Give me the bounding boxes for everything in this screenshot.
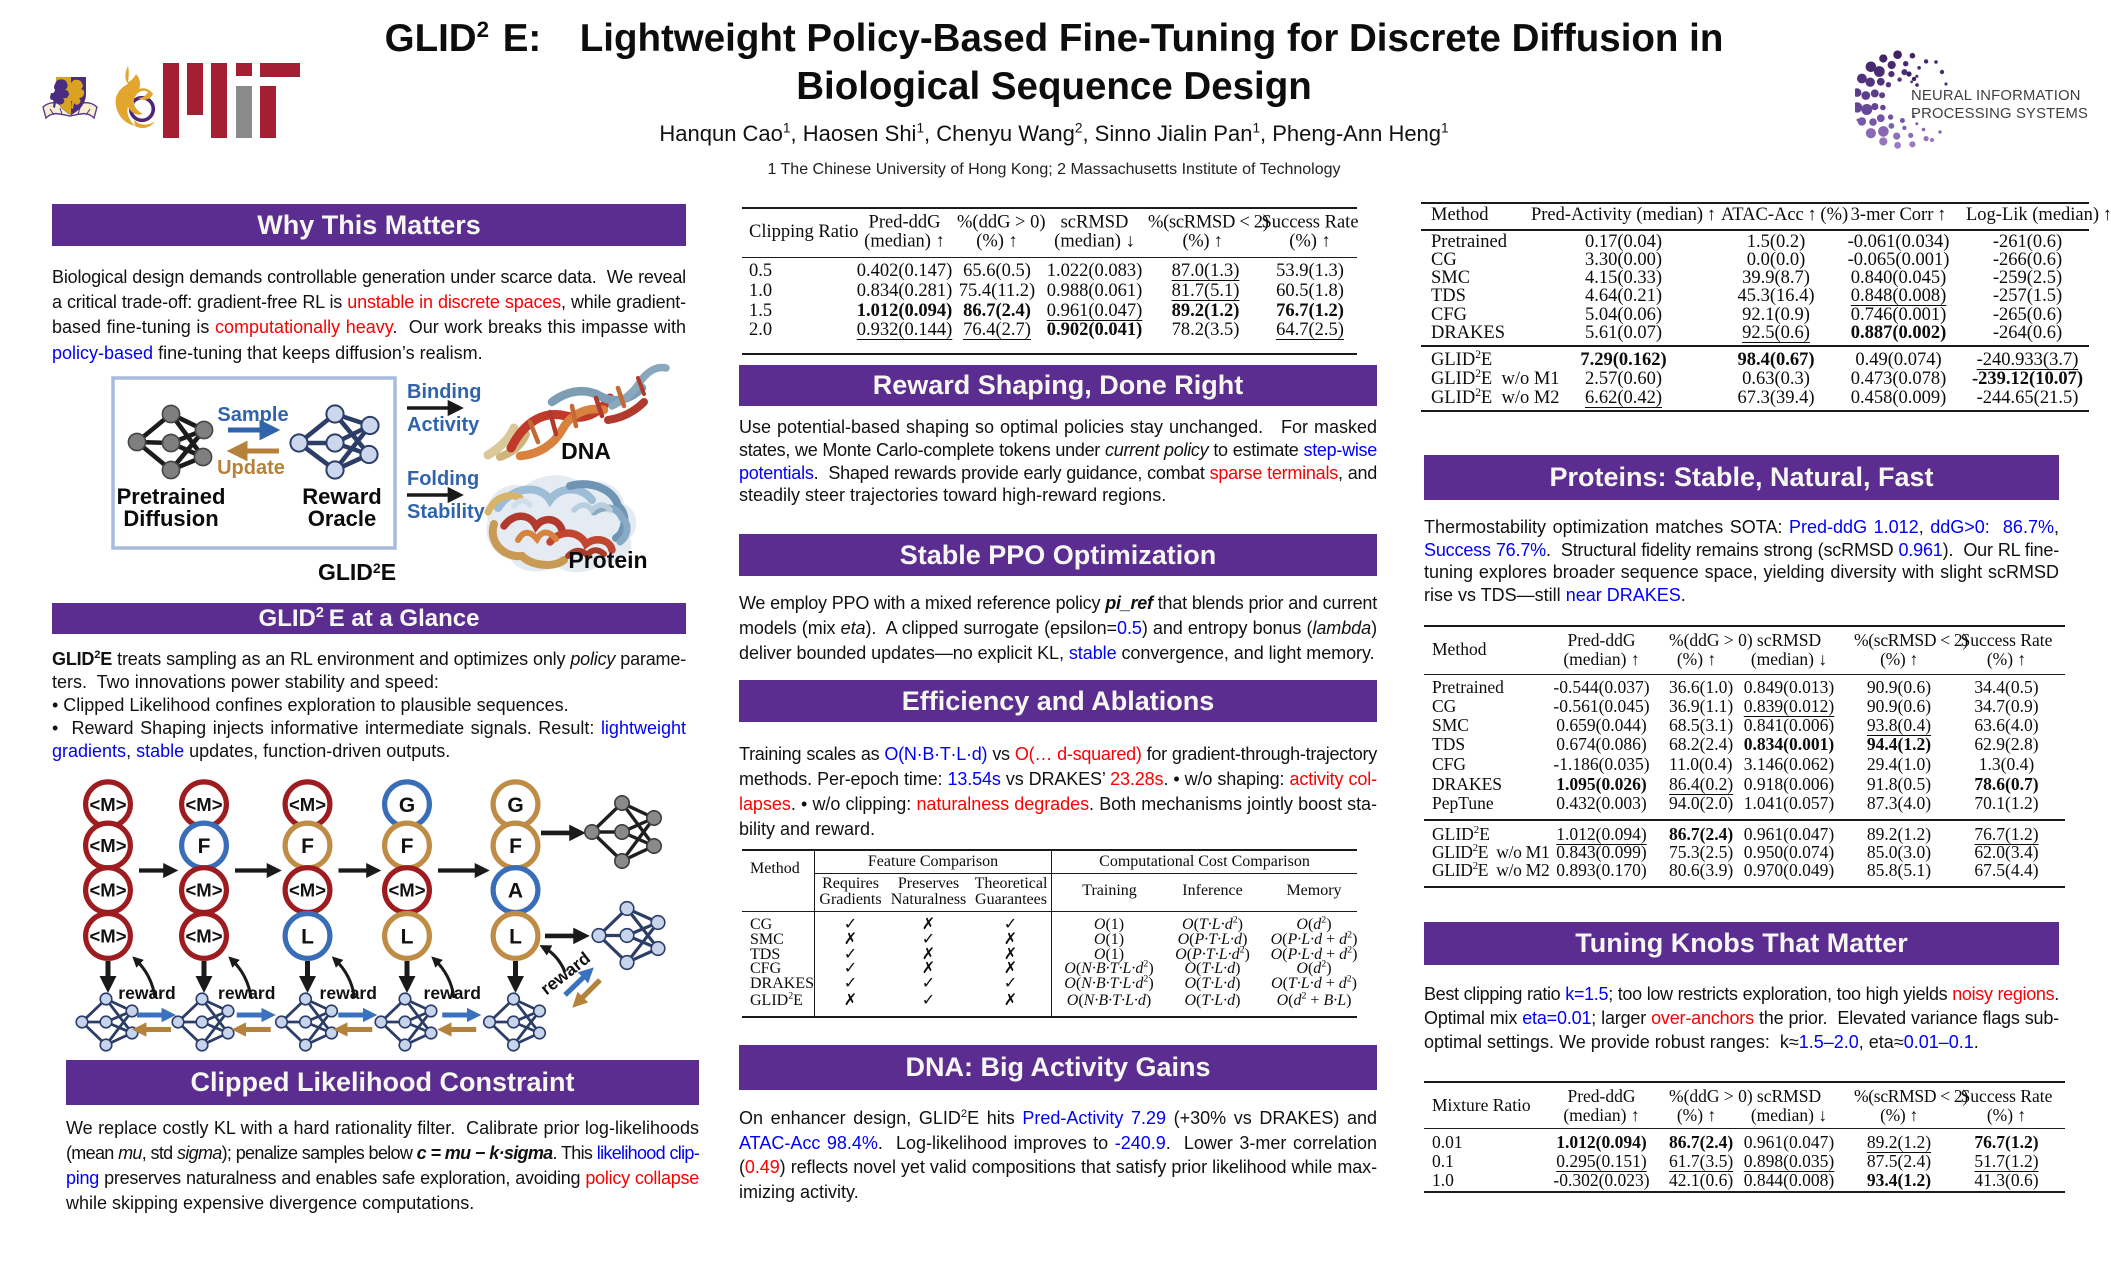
- svg-text:reward: reward: [424, 983, 481, 1003]
- svg-text:reward: reward: [118, 983, 175, 1003]
- svg-text:Oracle: Oracle: [308, 506, 377, 531]
- svg-text:G: G: [399, 794, 415, 817]
- svg-text:<M>: <M>: [289, 794, 326, 815]
- svg-text:DNA: DNA: [561, 438, 611, 464]
- svg-text:PROCESSING SYSTEMS: PROCESSING SYSTEMS: [1911, 106, 2088, 122]
- svg-text:Reward: Reward: [302, 484, 381, 509]
- svg-text:<M>: <M>: [289, 880, 326, 901]
- svg-text:A: A: [508, 880, 523, 903]
- svg-text:Diffusion: Diffusion: [123, 506, 218, 531]
- svg-text:<M>: <M>: [89, 925, 126, 946]
- svg-text:F: F: [198, 835, 211, 858]
- svg-text:F: F: [509, 835, 522, 858]
- svg-text:Update: Update: [217, 457, 285, 479]
- svg-text:L: L: [301, 925, 314, 948]
- svg-text:F: F: [301, 835, 314, 858]
- svg-text:<M>: <M>: [185, 794, 222, 815]
- svg-text:reward: reward: [320, 983, 377, 1003]
- svg-text:<M>: <M>: [89, 880, 126, 901]
- svg-text:NEURAL INFORMATION: NEURAL INFORMATION: [1911, 88, 2081, 104]
- svg-text:Sample: Sample: [217, 404, 288, 426]
- svg-text:Binding: Binding: [407, 381, 481, 403]
- svg-text:L: L: [401, 925, 414, 948]
- svg-text:GLID2E: GLID2E: [318, 559, 396, 585]
- svg-text:<M>: <M>: [185, 880, 222, 901]
- svg-text:L: L: [509, 925, 522, 948]
- svg-text:Activity: Activity: [407, 414, 480, 436]
- svg-text:reward: reward: [218, 983, 275, 1003]
- svg-text:Folding: Folding: [407, 468, 479, 490]
- svg-text:<M>: <M>: [89, 794, 126, 815]
- svg-text:<M>: <M>: [388, 880, 425, 901]
- svg-text:Stability: Stability: [407, 501, 486, 523]
- svg-text:Pretrained: Pretrained: [117, 484, 226, 509]
- svg-text:F: F: [401, 835, 414, 858]
- svg-text:Protein: Protein: [568, 547, 647, 573]
- svg-text:<M>: <M>: [185, 925, 222, 946]
- svg-text:<M>: <M>: [89, 835, 126, 856]
- svg-text:G: G: [507, 794, 523, 817]
